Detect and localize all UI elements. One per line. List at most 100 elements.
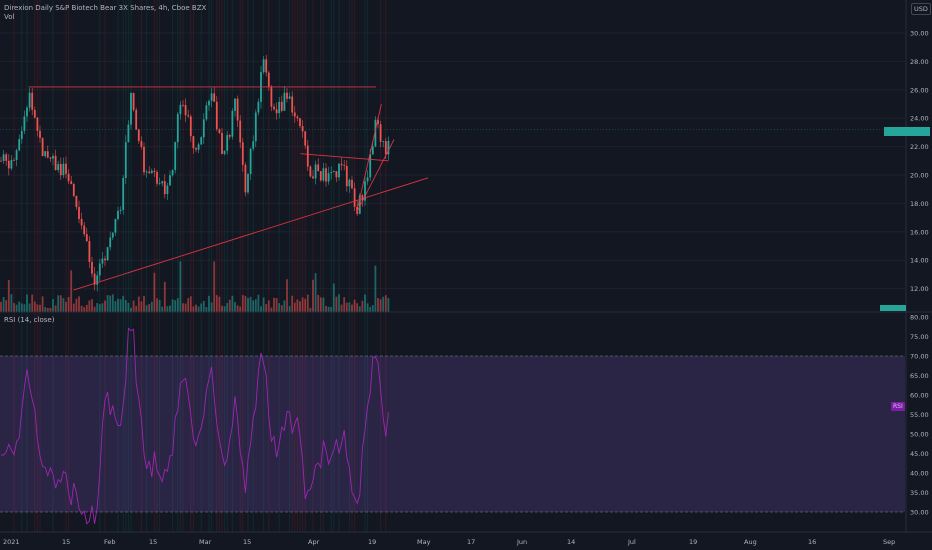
candle-body [384, 141, 387, 155]
time-tick-label: Apr [308, 538, 320, 546]
price-tick-label: 18.00 [910, 200, 929, 208]
volume-bar [343, 297, 346, 312]
candle-body [252, 141, 255, 149]
candle-body [299, 118, 301, 127]
chart-title: Direxion Daily S&P Biotech Bear 3X Share… [4, 4, 207, 12]
time-tick-label: 14 [567, 538, 575, 546]
volume-bar [161, 306, 164, 312]
candle-body [361, 195, 364, 201]
volume-bar [171, 299, 174, 312]
volume-bar [366, 303, 369, 312]
candle-body [28, 92, 31, 108]
candle-body [241, 142, 244, 165]
volume-bar [348, 302, 351, 312]
candle-body [382, 141, 385, 142]
rsi-tick-label: 60.00 [910, 392, 929, 400]
candle-body [228, 135, 231, 137]
candle-body [317, 164, 320, 172]
candle-body [176, 114, 179, 143]
candle-body [137, 129, 140, 141]
trendline [300, 153, 389, 162]
volume-bar [286, 279, 288, 312]
candle-body [130, 93, 132, 125]
candle-body [236, 98, 239, 121]
candle-body [41, 137, 44, 157]
candle-body [189, 116, 192, 137]
candle-body [314, 164, 317, 179]
volume-bar [202, 300, 205, 312]
candle-body [374, 119, 377, 147]
candle-body [202, 119, 205, 138]
volume-bar [254, 299, 257, 312]
volume-bar [18, 301, 21, 312]
candle-body [366, 177, 369, 182]
volume-bar [210, 302, 213, 312]
trendline [73, 177, 429, 291]
candle-body [197, 144, 200, 150]
volume-bar [145, 305, 148, 312]
candle-body [169, 175, 171, 186]
candle-body [2, 154, 5, 161]
price-tick-label: 12.00 [910, 285, 929, 293]
volume-bar [54, 305, 57, 312]
candle-body [46, 151, 49, 158]
volume-bar [132, 300, 135, 312]
candle-body [257, 101, 260, 113]
candle-body [218, 129, 221, 133]
candle-body [104, 258, 106, 261]
volume-bar [340, 304, 343, 312]
candle-body [85, 234, 88, 242]
volume-bar [184, 303, 187, 312]
candle-body [52, 155, 54, 159]
rsi-tick-label: 40.00 [910, 470, 929, 478]
volume-bar [39, 304, 41, 312]
volume-bar [265, 304, 268, 312]
candle-body [267, 72, 270, 87]
time-tick-label: 15 [62, 538, 70, 546]
candle-body [221, 132, 223, 154]
volume-bar [319, 297, 322, 312]
candle-body [296, 116, 299, 119]
candle-body [91, 261, 93, 274]
candle-body [278, 101, 281, 114]
volume-bar [85, 304, 88, 312]
volume-bar [179, 261, 182, 312]
volume-bar [296, 299, 299, 312]
candle-body [80, 218, 83, 226]
candle-body [325, 168, 327, 182]
volume-bar [275, 298, 278, 312]
volume-bar [49, 307, 52, 312]
volume-bar [309, 307, 312, 312]
volume-bar [130, 307, 132, 312]
volume-bar [88, 300, 91, 312]
candle-body [83, 225, 86, 235]
volume-bar [150, 301, 153, 312]
volume-bar [371, 305, 374, 312]
currency-button[interactable]: USD [911, 3, 931, 15]
time-tick-label: 15 [149, 538, 157, 546]
price-tick-label: 22.00 [910, 143, 929, 151]
candle-body [353, 188, 356, 207]
candle-body [33, 109, 36, 118]
volume-bar [278, 303, 281, 312]
volume-bar [174, 300, 177, 312]
volume-bar [312, 279, 314, 312]
candle-body [192, 136, 195, 149]
volume-bar [221, 305, 223, 312]
candle-body [369, 154, 372, 178]
volume-bar [83, 307, 86, 312]
volume-bar [187, 298, 190, 312]
candle-body [330, 171, 333, 174]
candle-body [72, 183, 75, 196]
candle-body [161, 181, 164, 184]
candle-body [195, 148, 197, 150]
volume-bar [374, 265, 377, 312]
volume-bar [353, 299, 356, 312]
time-tick-label: 2021 [3, 538, 20, 546]
candle-body [44, 151, 47, 157]
volume-bar [356, 303, 359, 312]
candle-body [150, 170, 153, 174]
candle-body [166, 185, 169, 195]
time-tick-label: Aug [744, 538, 757, 546]
